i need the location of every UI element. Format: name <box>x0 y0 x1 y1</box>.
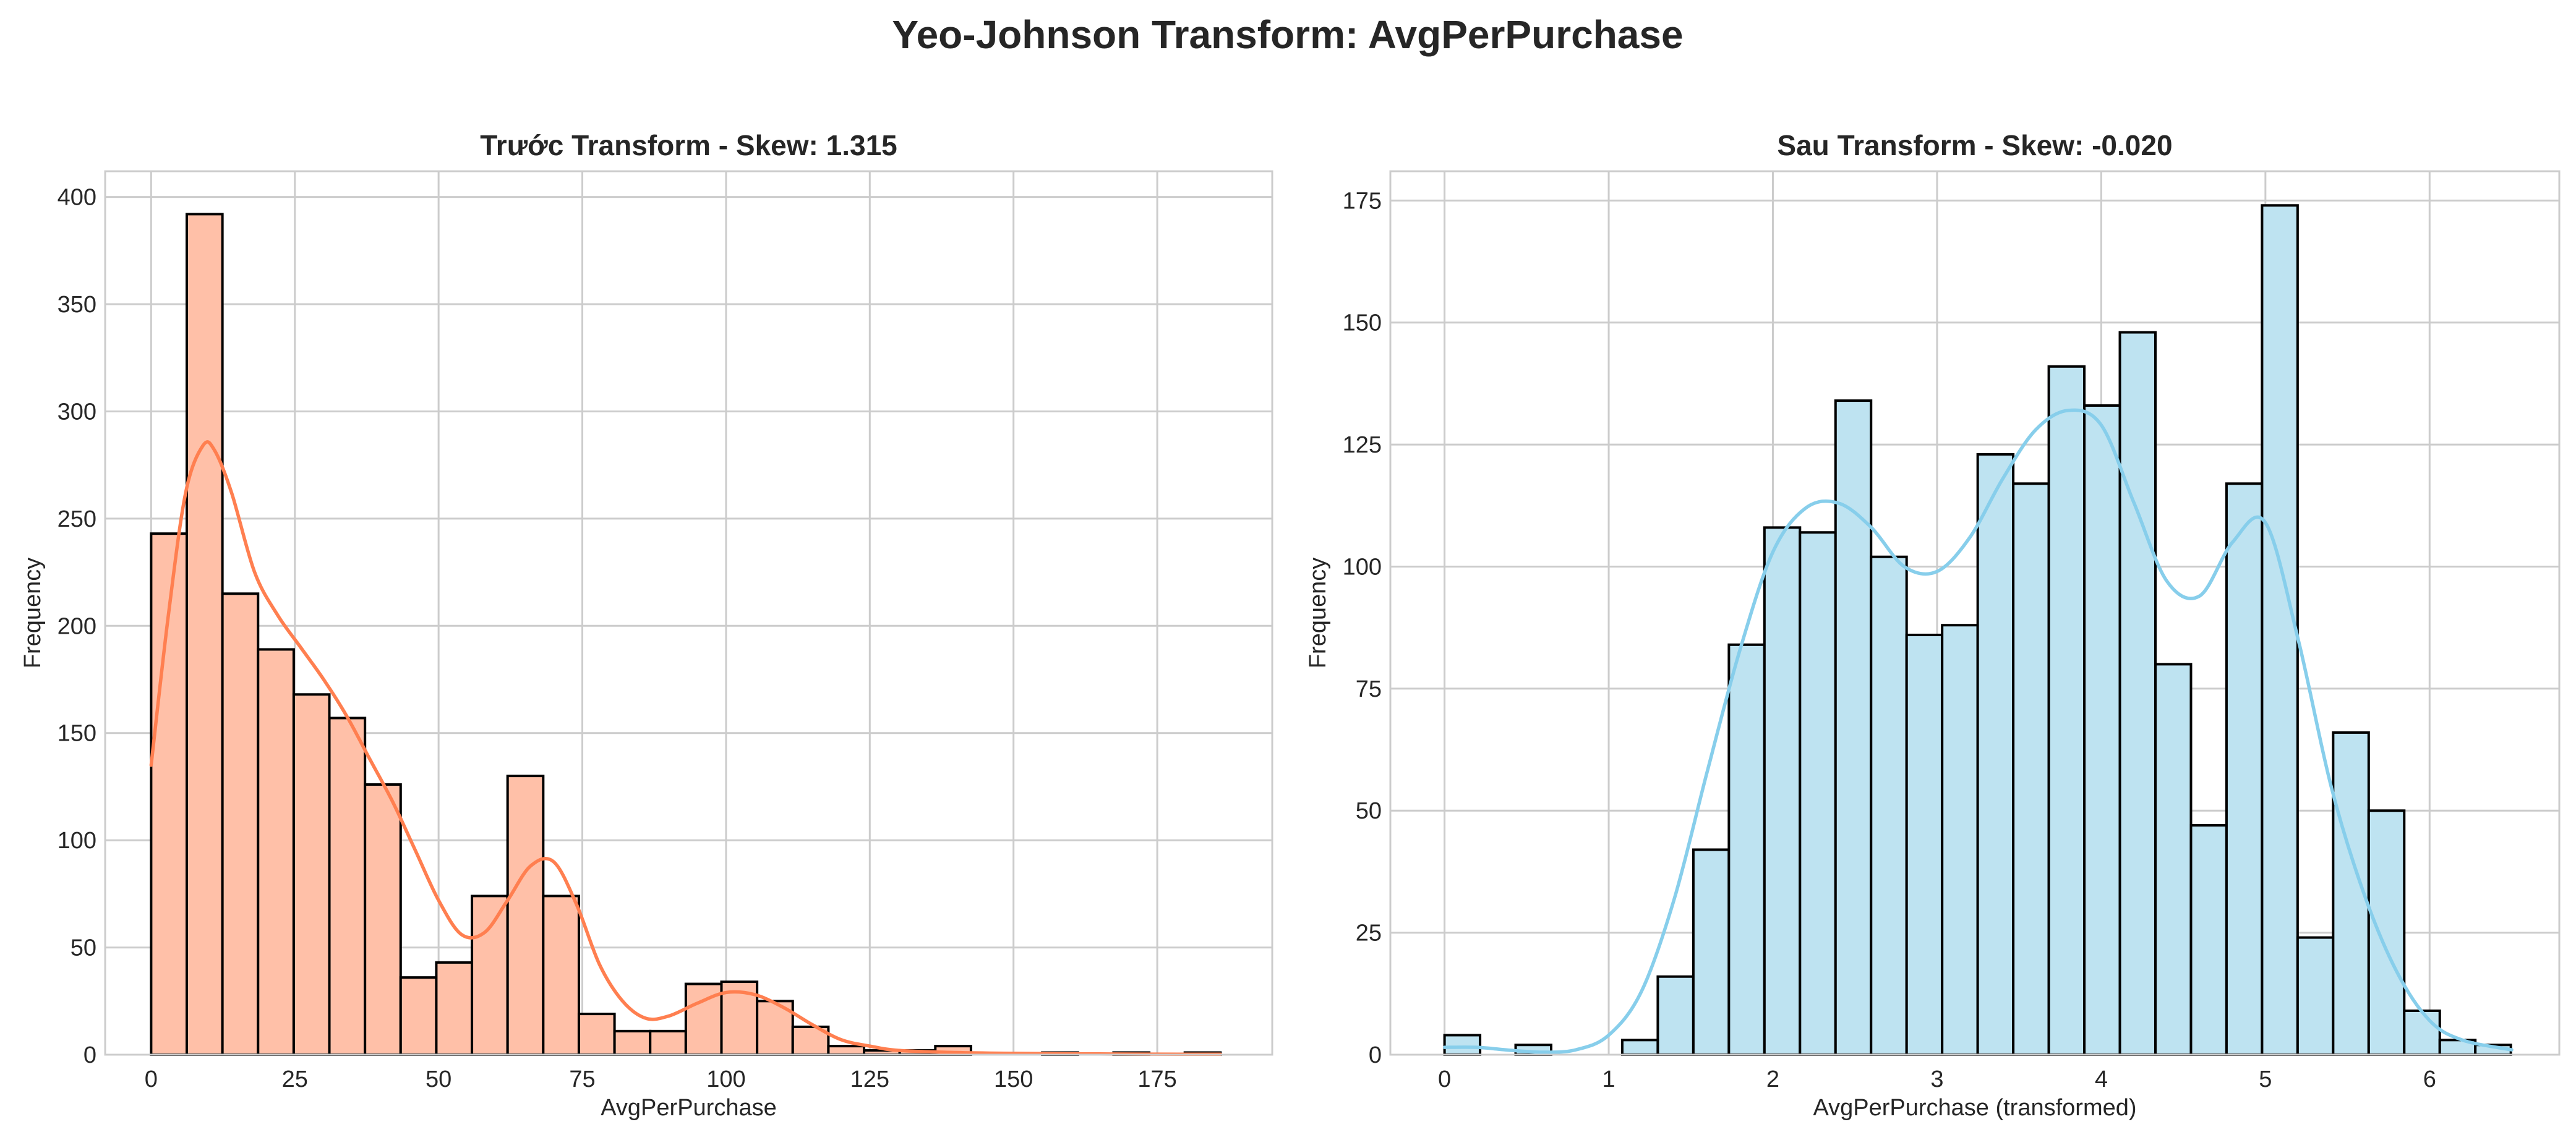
x-tick-label: 25 <box>282 1066 308 1092</box>
histogram-bar <box>2367 809 2406 1057</box>
histogram-after-transform: 0 1 2 3 4 5 6 0 25 50 75 100 125 150 175 Sau Transform… <box>1305 129 2561 1121</box>
y-tick-label: 350 <box>58 292 96 318</box>
y-tick-label: 25 <box>1356 921 1382 946</box>
histogram-bars <box>150 213 1222 1057</box>
histogram-bar <box>328 717 367 1056</box>
y-tick-label: 50 <box>1356 798 1382 824</box>
histogram-before-transform: 0 25 50 75 100 125 150 175 0 50 100 150 200 250 300 350… <box>20 129 1273 1121</box>
x-axis-label: AvgPerPurchase <box>601 1095 776 1121</box>
histogram-bar <box>2012 482 2050 1056</box>
kde-curve <box>149 440 1223 1057</box>
y-tick-label: 75 <box>1356 676 1382 702</box>
x-tick-label: 150 <box>994 1066 1033 1092</box>
histogram-bar <box>577 1013 616 1056</box>
histogram-bar <box>185 213 224 1057</box>
histogram-bar <box>2118 331 2157 1056</box>
histogram-bar <box>2047 365 2086 1056</box>
y-tick-label: 0 <box>83 1042 96 1068</box>
histogram-bar <box>471 895 509 1056</box>
y-tick-label: 125 <box>1343 432 1382 458</box>
y-tick-label: 200 <box>58 613 96 639</box>
x-tick-label: 1 <box>1602 1066 1615 1092</box>
histogram-bar <box>613 1029 652 1056</box>
x-tick-label: 6 <box>2423 1066 2436 1092</box>
x-axis-label: AvgPerPurchase (transformed) <box>1813 1095 2136 1121</box>
histogram-bar <box>1656 975 1695 1057</box>
histogram-bar <box>2296 936 2335 1056</box>
histogram-bar <box>542 895 580 1056</box>
y-tick-label: 175 <box>1343 188 1382 214</box>
histogram-bar <box>399 976 438 1056</box>
histogram-bar <box>1870 555 1908 1056</box>
panel-title: Trước Transform - Skew: 1.315 <box>480 129 897 161</box>
tick-labels: 0 1 2 3 4 5 6 0 25 50 75 100 125 150 175 <box>1343 188 2436 1092</box>
x-tick-label: 100 <box>706 1066 745 1092</box>
histogram-bar <box>435 961 474 1057</box>
histogram-bar <box>2225 482 2264 1056</box>
x-tick-label: 0 <box>145 1066 158 1092</box>
y-tick-label: 400 <box>58 185 96 211</box>
y-tick-label: 50 <box>71 935 96 961</box>
y-axis-label: Frequency <box>1305 558 1331 669</box>
axes-frame <box>1389 170 2561 1056</box>
histogram-bar <box>2261 204 2299 1057</box>
panel-title: Sau Transform - Skew: -0.020 <box>1777 129 2172 161</box>
y-tick-label: 150 <box>1343 310 1382 336</box>
x-tick-label: 0 <box>1438 1066 1451 1092</box>
histogram-bar <box>1620 1039 1659 1057</box>
histogram-bar <box>1443 1034 1482 1057</box>
histogram-bar <box>1763 526 1802 1056</box>
histogram-bar <box>364 783 402 1056</box>
figure-title: Yeo-Johnson Transform: AvgPerPurchase <box>892 12 1683 57</box>
histogram-bar <box>292 693 331 1057</box>
histogram-bar <box>1976 453 2015 1056</box>
histogram-bar <box>2154 663 2193 1057</box>
histogram-bar <box>506 775 545 1056</box>
y-tick-label: 100 <box>58 828 96 854</box>
histogram-bar <box>1905 634 1944 1056</box>
histogram-bar <box>1834 399 1873 1056</box>
y-tick-label: 0 <box>1369 1042 1382 1068</box>
y-tick-label: 100 <box>1343 554 1382 580</box>
x-tick-label: 125 <box>850 1066 889 1092</box>
histogram-bar <box>1727 643 1766 1056</box>
histogram-bar <box>257 648 295 1057</box>
x-tick-label: 175 <box>1137 1066 1176 1092</box>
histogram-bar <box>1799 531 1837 1056</box>
tick-labels: 0 25 50 75 100 125 150 175 0 50 100 150 200 250 300 350… <box>58 185 1177 1092</box>
histogram-bar <box>2189 823 2228 1056</box>
y-tick-label: 300 <box>58 399 96 425</box>
x-tick-label: 4 <box>2095 1066 2108 1092</box>
y-tick-label: 150 <box>58 721 96 747</box>
histogram-bar <box>827 1045 866 1057</box>
histogram-bar <box>2403 1009 2441 1056</box>
x-tick-label: 5 <box>2259 1066 2272 1092</box>
x-tick-label: 3 <box>1930 1066 1943 1092</box>
histogram-bar <box>649 1029 687 1056</box>
histogram-bar <box>1692 848 1731 1056</box>
histogram-bar <box>1941 624 1979 1056</box>
x-tick-label: 2 <box>1766 1066 1779 1092</box>
y-tick-label: 250 <box>58 506 96 532</box>
histogram-bar <box>221 592 260 1056</box>
histogram-bar <box>2083 404 2121 1056</box>
axes-frame <box>104 170 1273 1056</box>
x-tick-label: 75 <box>569 1066 595 1092</box>
y-axis-label: Frequency <box>20 558 46 669</box>
kde-curve <box>1442 408 2514 1054</box>
x-tick-label: 50 <box>426 1066 451 1092</box>
